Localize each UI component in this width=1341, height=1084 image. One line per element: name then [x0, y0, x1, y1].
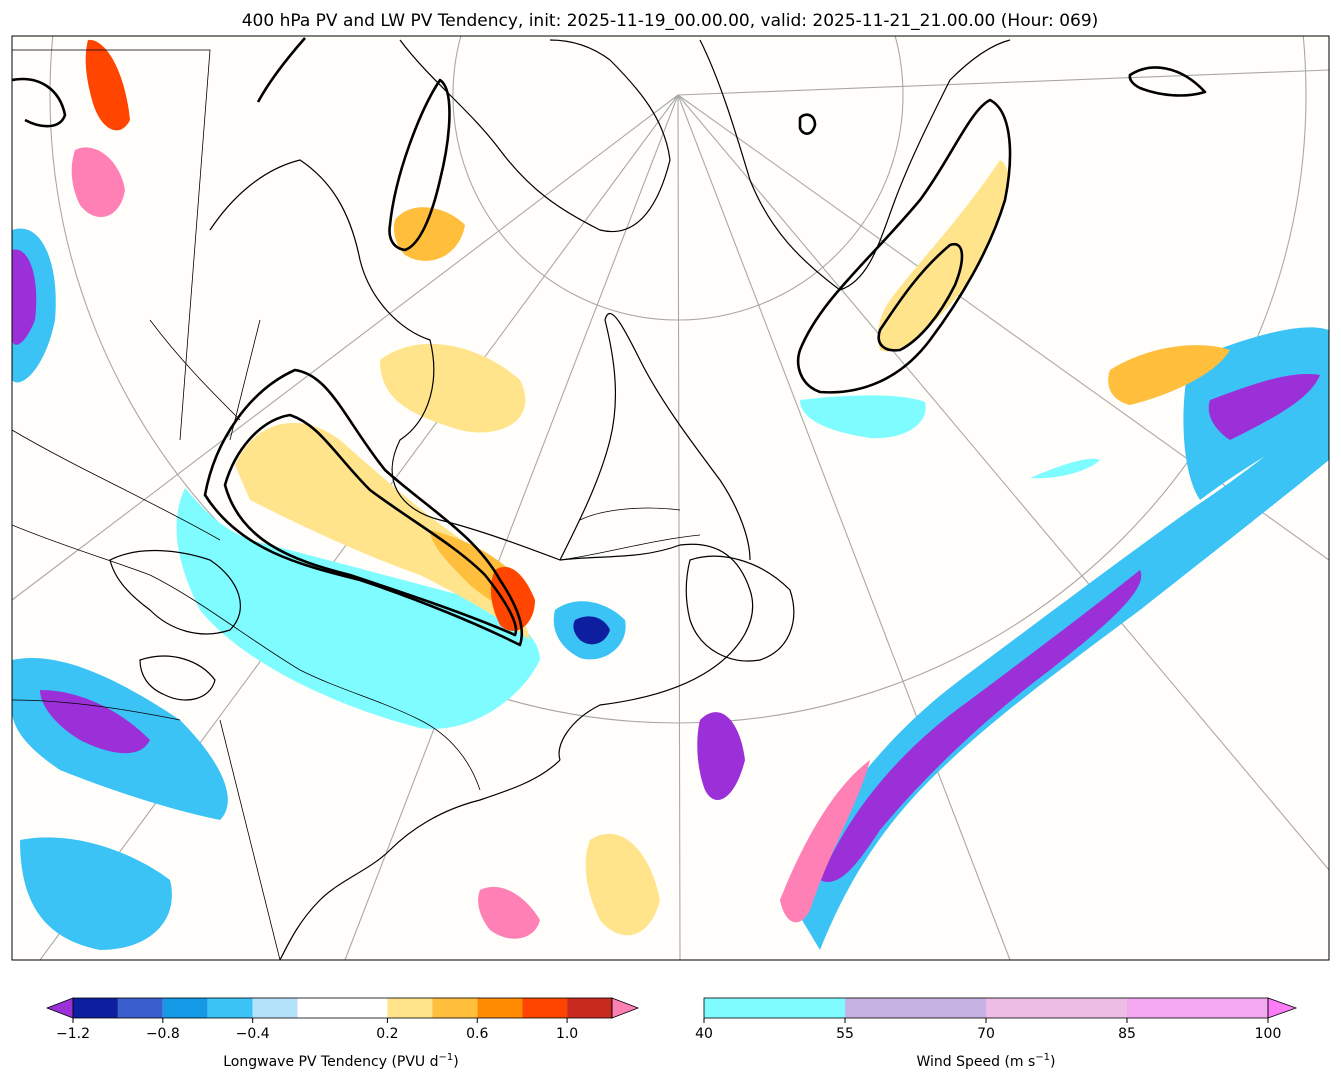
pv-contour-baffin [388, 78, 451, 252]
colorbar-tick-label: 100 [1255, 1026, 1282, 1042]
border-provinces [12, 319, 281, 960]
coastlines [109, 39, 1011, 960]
mixed-tendency-central-atlantic [478, 886, 540, 939]
colorbar-swatch [1127, 998, 1268, 1018]
colorbar-tick-label: 55 [836, 1026, 854, 1042]
colorbar-extend-max [611, 997, 640, 1019]
political-borders [12, 49, 701, 960]
colorbar-swatch [252, 998, 298, 1018]
pv-tendency-colorbar-boxes [45, 997, 640, 1019]
positive-tendency-canada-north [85, 39, 130, 131]
colorbar-swatch [162, 998, 208, 1018]
colorbar-swatch [117, 998, 163, 1018]
coastline-us-east [279, 759, 561, 960]
jet-shading-streak [1030, 458, 1100, 479]
pv-tendency-shading [12, 39, 1329, 950]
map-background [12, 36, 1329, 960]
colorbar-tick-label: 85 [1118, 1026, 1136, 1042]
mixed-tendency-atlantic-jet-core [820, 570, 1142, 882]
positive-tendency-east [1108, 345, 1230, 405]
meridian [12, 94, 679, 601]
border-greenland-frame [12, 49, 211, 441]
meridian [677, 94, 681, 960]
coastline-greenland [699, 39, 1011, 291]
jet-shading-small [800, 395, 926, 439]
colorbar-tick-label: −0.8 [146, 1026, 180, 1042]
mixed-tendency-great-lakes-core [40, 690, 150, 754]
colorbar-swatch [387, 998, 433, 1018]
colorbar-swatch [704, 998, 845, 1018]
colorbar-extend-min [45, 997, 74, 1019]
border-quebec-labrador [559, 507, 701, 561]
colorbar-swatch [477, 998, 523, 1018]
pv-contour-northwest [12, 77, 67, 128]
negative-tendency-west-core [12, 249, 37, 345]
colorbar-swatch [986, 998, 1127, 1018]
colorbar-swatch [432, 998, 478, 1018]
colorbar-tick-label: 70 [977, 1026, 995, 1042]
pv-contour-trough-outer [203, 368, 524, 647]
wind-speed-colorbar-label: Wind Speed (m s−1) [916, 1052, 1055, 1070]
coastline-newfoundland [685, 555, 795, 662]
wind-speed-colorbar-boxes [703, 997, 1298, 1019]
colorbar-swatch [207, 998, 253, 1018]
colorbar-tick-label: 0.6 [466, 1026, 488, 1042]
colorbar-tick-label: −1.2 [56, 1026, 90, 1042]
meridian [344, 94, 679, 960]
colorbar-swatch [297, 998, 388, 1018]
mixed-tendency-southeast [585, 833, 660, 936]
pv-contour-north [256, 37, 306, 103]
positive-tendency-greenland [878, 160, 1009, 352]
colorbar-outline [72, 997, 613, 1019]
mixed-tendency-southwest [20, 837, 172, 950]
coastline-hudson-bay [209, 159, 754, 761]
negative-tendency-east-core [1208, 374, 1320, 440]
pv-contours [12, 37, 1207, 647]
colorbar-tick-label: −0.4 [236, 1026, 270, 1042]
wind-speed-colorbar-ticks: 40 55 70 85 100 [695, 1018, 1281, 1042]
negative-tendency-nova-scotia-core [573, 616, 610, 645]
pv-contour-trough-inner [223, 413, 518, 637]
border-canada-us [12, 524, 481, 791]
colorbar-swatch [845, 998, 986, 1018]
coastline-lake-2 [139, 655, 216, 701]
pv-contour-northeast [1128, 66, 1207, 97]
pv-tendency-colorbar-ticks: −1.2 −0.8 −0.4 0.2 0.6 1.0 [56, 1018, 578, 1042]
meridian [677, 94, 1329, 871]
colorbar-swatch [567, 998, 612, 1018]
colorbar-extend-max [1267, 997, 1298, 1019]
chart-title: 400 hPa PV and LW PV Tendency, init: 202… [242, 11, 1099, 31]
meridian [677, 94, 1011, 960]
jet-streak-shading [176, 488, 540, 729]
map-frame [11, 35, 1330, 961]
latitude-circle-outer [49, 36, 1307, 724]
colorbar-swatch [522, 998, 568, 1018]
pv-tendency-colorbar: −1.2 −0.8 −0.4 0.2 0.6 1.0 Longwave PV Tenden… [45, 997, 640, 1070]
positive-tendency-canada-west [71, 147, 125, 217]
map-panel [11, 35, 1330, 961]
coastline-labrador [559, 313, 751, 561]
mixed-tendency-atlantic-jet [790, 400, 1329, 950]
pv-contour-greenland-inner [877, 242, 964, 352]
coastline-great-lakes [109, 549, 241, 635]
colorbar-tick-label: 0.2 [376, 1026, 398, 1042]
wind-speed-shading [176, 395, 1100, 729]
pv-tendency-colorbar-label: Longwave PV Tendency (PVU d−1) [223, 1052, 458, 1070]
pv-contour-greenland-outer [796, 98, 1012, 394]
wind-speed-colorbar: 40 55 70 85 100 Wind Speed (m s−1) [695, 997, 1298, 1070]
colorbar-swatch [73, 998, 118, 1018]
mixed-tendency-mid-atlantic [697, 712, 745, 800]
coastline-baffin [399, 39, 671, 233]
colorbar-tick-label: 1.0 [556, 1026, 578, 1042]
positive-tendency-band [235, 422, 530, 640]
over-tendency-atlantic [780, 760, 870, 923]
positive-tendency-hudson [380, 343, 526, 433]
pv-contour-greenland-small [798, 113, 817, 135]
meridian [677, 69, 1329, 96]
colorbar-tick-label: 40 [695, 1026, 713, 1042]
